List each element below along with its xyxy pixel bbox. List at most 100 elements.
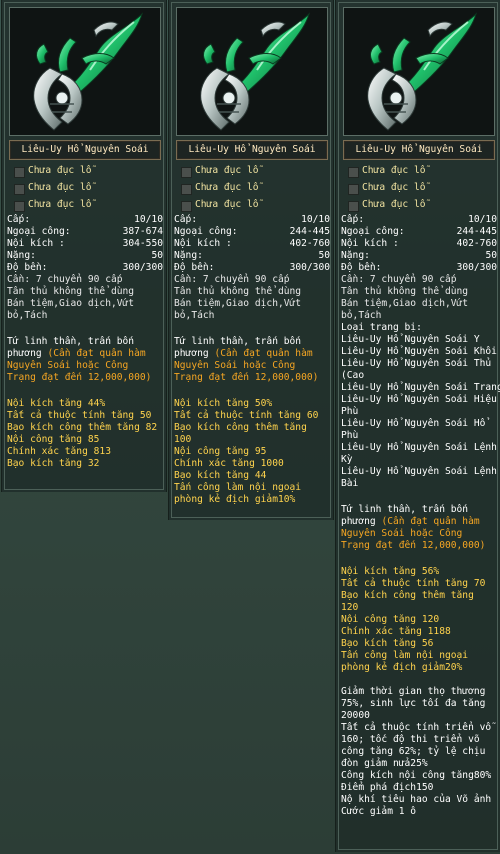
stat-label: Ngoại công: (7, 226, 71, 237)
stat-value: 10/10 (468, 214, 497, 225)
stat-value: 402-760 (456, 238, 497, 249)
stat-label: Cấp: (341, 214, 365, 225)
set-bonus-line: đòn giảm nửa25% (341, 758, 428, 769)
stat-row: Nội kích : 402-760 (341, 238, 497, 250)
stat-row: Độ bền: 300/300 (341, 262, 497, 274)
lore-line: phương (Cần đạt quân hàm (174, 348, 330, 360)
stat-row: Độ bền: 300/300 (174, 262, 330, 274)
stat-value: 50 (151, 250, 163, 261)
bonus-line: Chính xác tăng 1000 (174, 458, 284, 469)
requirement-line: bỏ,Tách (174, 310, 215, 321)
bonus-line: Bạo kích tăng 56 (341, 638, 434, 649)
socket-label: Chưa đục lỗ (28, 182, 92, 193)
item-name: Liêu-Uy Hổ Nguyên Soái (9, 140, 161, 160)
bonus-line: Nội kích tăng 44% (7, 398, 106, 409)
stat-row: Nội kích : 402-760 (174, 238, 330, 250)
socket-icon (348, 167, 359, 178)
lore-line: Tứ linh thần, trấn bốn (7, 336, 135, 347)
stat-row: Cấp: 10/10 (7, 214, 163, 226)
set-item-line: Kỳ (341, 454, 353, 465)
requirement-line: Cần: 7 chuyển 90 cấp (7, 274, 123, 285)
stat-label: Độ bền: (7, 262, 48, 273)
bonus-line: 120 (341, 602, 359, 613)
bonus-line: phòng kẻ địch giảm10% (174, 494, 296, 505)
stat-label: Cấp: (174, 214, 198, 225)
socket-label: Chưa đục lỗ (28, 165, 92, 176)
bonus-line: Nội kích tăng 56% (341, 566, 440, 577)
item-tooltip-2: Liêu-Uy Hổ Nguyên Soái Chưa đục lỗ Chưa đụ… (168, 0, 334, 520)
socket-icon (348, 201, 359, 212)
jade-weapon-icon (367, 12, 478, 131)
stat-row: Cấp: 10/10 (341, 214, 497, 226)
stat-row: Nặng: 50 (174, 250, 330, 262)
set-item-line: Phù (341, 406, 359, 417)
requirement-line: bỏ,Tách (7, 310, 48, 321)
set-item-line: Liêu-Uy Hổ Nguyên Soái Thủ (341, 358, 492, 369)
stat-value: 10/10 (301, 214, 330, 225)
socket-slot: Chưa đục lỗ (181, 164, 321, 180)
bonus-line: Chính xác tăng 1188 (341, 626, 451, 637)
stat-label: Độ bền: (341, 262, 382, 273)
stat-value: 402-760 (289, 238, 330, 249)
set-item-line: Liêu-Uy Hổ Nguyên Soái Hiệu (341, 394, 497, 405)
stat-label: Nặng: (174, 250, 203, 261)
set-bonus-line: 75%, sinh lực tối đa tăng (341, 698, 486, 709)
requirement-line: Bán tiệm,Giao dịch,Vứt (174, 298, 302, 309)
requirement-note: (Cần đạt quân hàm (47, 348, 146, 359)
socket-slot: Chưa đục lỗ (14, 198, 154, 214)
set-item-line: Liêu-Uy Hổ Nguyên Soái Y (341, 334, 480, 345)
socket-label: Chưa đục lỗ (195, 165, 259, 176)
socket-icon (181, 184, 192, 195)
item-name: Liêu-Uy Hổ Nguyên Soái (176, 140, 328, 160)
lore-line: Tứ linh thần, trấn bốn (341, 504, 469, 515)
socket-label: Chưa đục lỗ (362, 199, 426, 210)
set-bonus-line: công tăng 62%; tỷ lệ chịu (341, 746, 486, 757)
socket-icon (14, 167, 25, 178)
stat-value: 50 (318, 250, 330, 261)
bonus-line: Bạo kích công thêm tăng (174, 422, 307, 433)
requirement-note: Nguyên Soái hoặc Công (7, 360, 129, 371)
set-bonus-line: Tất cả thuộc tính triển vỗ (341, 722, 492, 733)
lore-line: phương (Cần đạt quân hàm (7, 348, 163, 360)
set-item-line: Bài (341, 478, 359, 489)
lore-line: phương (Cần đạt quân hàm (341, 516, 497, 528)
set-bonus-line: Công kích nội công tăng80% (341, 770, 492, 781)
bonus-line: Tất cả thuộc tính tăng 50 (7, 410, 152, 421)
bonus-line: Bạo kích tăng 32 (7, 458, 100, 469)
stat-row: Ngoại công: 244-445 (341, 226, 497, 238)
stat-value: 10/10 (134, 214, 163, 225)
bonus-line: Bạo kích tăng 44 (174, 470, 267, 481)
bonus-line: phòng kẻ địch giảm20% (341, 662, 463, 673)
bonus-line: Tất cả thuộc tính tăng 60 (174, 410, 319, 421)
requirement-line: Cần: 7 chuyển 90 cấp (341, 274, 457, 285)
stat-label: Nặng: (341, 250, 370, 261)
lore-text: phương (341, 516, 382, 527)
stat-value: 300/300 (122, 262, 163, 273)
jade-weapon-icon (200, 12, 311, 131)
socket-label: Chưa đục lỗ (195, 182, 259, 193)
bonus-line: Bạo kích công thêm tăng (341, 590, 474, 601)
socket-icon (181, 167, 192, 178)
socket-slot: Chưa đục lỗ (348, 198, 488, 214)
set-item-line: Liêu-Uy Hổ Nguyên Soái Khôi (341, 346, 497, 357)
item-tooltip-3: Liêu-Uy Hổ Nguyên Soái Chưa đục lỗ Chưa đụ… (335, 0, 500, 852)
set-bonus-line: Điểm phá địch150 (341, 782, 434, 793)
set-item-line: Liêu-Uy Hổ Nguyên Soái Trang (341, 382, 500, 393)
stat-label: Nội kích : (174, 238, 232, 249)
set-item-line: Liêu-Uy Hổ Nguyên Soái Hổ (341, 418, 486, 429)
item-portrait (176, 7, 328, 136)
socket-slot: Chưa đục lỗ (14, 164, 154, 180)
stat-label: Cấp: (7, 214, 31, 225)
set-item-line: Phù (341, 430, 359, 441)
stat-label: Ngoại công: (174, 226, 238, 237)
stat-value: 300/300 (289, 262, 330, 273)
item-tooltip-1: Liêu-Uy Hổ Nguyên Soái Chưa đục lỗ Chưa đụ… (1, 0, 167, 492)
stat-value: 244-445 (456, 226, 497, 237)
requirement-note: (Cần đạt quân hàm (214, 348, 313, 359)
set-bonus-line: Giảm thời gian thọ thương (341, 686, 486, 697)
bonus-line: Tấn công làm nội ngoại (341, 650, 469, 661)
stat-value: 50 (485, 250, 497, 261)
requirement-note: Trạng đạt đến 12,000,000) (341, 540, 486, 551)
requirement-line: Tân thủ không thể dùng (7, 286, 135, 297)
lore-text: phương (7, 348, 48, 359)
